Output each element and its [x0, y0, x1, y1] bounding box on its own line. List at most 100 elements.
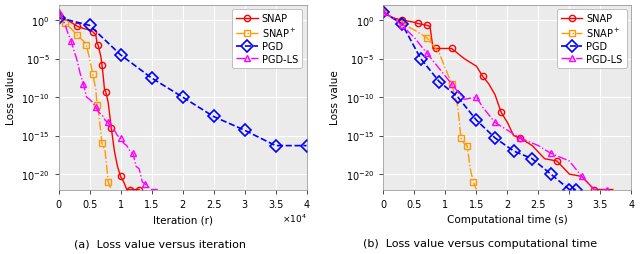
PGD-LS	[67, 40, 75, 43]
SNAP$^+$	[83, 45, 90, 48]
Line: PGD-LS: PGD-LS	[56, 10, 161, 193]
Line: SNAP$^+$: SNAP$^+$	[56, 14, 115, 193]
SNAP	[74, 26, 81, 29]
SNAP	[472, 66, 480, 69]
PGD-LS	[435, 68, 443, 71]
SNAP	[100, 88, 108, 91]
SNAP	[135, 188, 143, 191]
PGD-LS	[448, 83, 456, 86]
SNAP	[392, 18, 400, 21]
SNAP	[129, 188, 137, 191]
SNAP	[61, 19, 68, 22]
PGD-LS	[132, 165, 140, 168]
PGD-LS	[398, 25, 406, 28]
SNAP	[541, 157, 548, 161]
PGD-LS	[83, 96, 90, 99]
PGD	[179, 96, 186, 99]
SNAP	[79, 28, 87, 31]
SNAP$^+$	[58, 19, 65, 22]
X-axis label: Iteration (r): Iteration (r)	[152, 214, 212, 224]
PGD	[510, 150, 518, 153]
Legend: SNAP, SNAP$^+$, PGD, PGD-LS: SNAP, SNAP$^+$, PGD, PGD-LS	[232, 10, 301, 68]
PGD	[547, 173, 555, 176]
PGD	[116, 54, 124, 57]
PGD-LS	[111, 129, 118, 132]
PGD	[86, 25, 93, 28]
PGD-LS	[114, 135, 122, 138]
SNAP	[67, 22, 75, 25]
SNAP$^+$	[380, 12, 387, 15]
SNAP	[510, 135, 518, 138]
SNAP$^+$	[95, 114, 103, 117]
SNAP	[420, 24, 428, 27]
SNAP	[104, 102, 112, 105]
PGD-LS	[76, 73, 84, 76]
SNAP	[86, 29, 93, 33]
PGD	[241, 129, 248, 132]
PGD-LS	[472, 96, 480, 99]
SNAP	[103, 96, 111, 99]
PGD-LS	[126, 150, 134, 153]
PGD-LS	[148, 188, 156, 191]
PGD-LS	[92, 106, 100, 109]
SNAP	[485, 83, 493, 86]
PGD-LS	[411, 37, 419, 40]
SNAP$^+$	[460, 142, 468, 145]
PGD-LS	[55, 12, 63, 15]
SNAP	[126, 188, 134, 191]
SNAP	[553, 160, 561, 163]
SNAP$^+$	[435, 52, 443, 55]
PGD-LS	[578, 175, 586, 178]
PGD	[572, 188, 579, 191]
PGD	[148, 77, 156, 80]
Line: PGD-LS: PGD-LS	[380, 10, 610, 193]
SNAP$^+$	[89, 73, 97, 76]
SNAP$^+$	[454, 106, 461, 109]
Text: (a)  Loss value versus iteration: (a) Loss value versus iteration	[74, 239, 246, 248]
Legend: SNAP, SNAP$^+$, PGD, PGD-LS: SNAP, SNAP$^+$, PGD, PGD-LS	[557, 10, 627, 68]
PGD-LS	[86, 99, 93, 102]
SNAP	[404, 21, 412, 24]
SNAP	[429, 48, 437, 51]
SNAP$^+$	[86, 58, 93, 61]
PGD-LS	[154, 188, 162, 191]
PGD-LS	[491, 121, 499, 124]
PGD-LS	[116, 137, 124, 140]
PGD	[491, 137, 499, 140]
SNAP	[108, 127, 115, 130]
Text: (b)  Loss value versus computational time: (b) Loss value versus computational time	[363, 239, 597, 248]
SNAP$^+$	[104, 181, 112, 184]
SNAP$^+$	[108, 188, 115, 191]
SNAP$^+$	[55, 16, 63, 19]
SNAP	[102, 91, 109, 94]
SNAP	[89, 31, 97, 34]
PGD	[529, 157, 536, 161]
SNAP	[566, 173, 573, 176]
SNAP	[590, 188, 598, 191]
SNAP$^+$	[93, 104, 101, 107]
SNAP	[386, 16, 394, 19]
SNAP	[111, 150, 118, 153]
PGD	[435, 81, 443, 84]
SNAP	[116, 175, 124, 178]
PGD	[55, 17, 63, 20]
PGD-LS	[79, 83, 87, 86]
SNAP	[417, 23, 424, 26]
PGD-LS	[380, 12, 387, 15]
SNAP$^+$	[389, 17, 397, 20]
SNAP$^+$	[79, 40, 87, 43]
SNAP$^+$	[398, 23, 406, 26]
PGD-LS	[129, 152, 137, 155]
SNAP	[398, 19, 406, 22]
PGD-LS	[534, 145, 542, 148]
X-axis label: Computational time (s): Computational time (s)	[447, 214, 568, 224]
SNAP	[578, 175, 586, 178]
SNAP	[460, 58, 468, 61]
PGD-LS	[135, 168, 143, 171]
SNAP$^+$	[411, 29, 419, 33]
SNAP	[426, 26, 434, 29]
SNAP	[123, 188, 131, 191]
PGD	[380, 12, 387, 15]
SNAP$^+$	[470, 181, 477, 184]
PGD-LS	[120, 142, 127, 145]
